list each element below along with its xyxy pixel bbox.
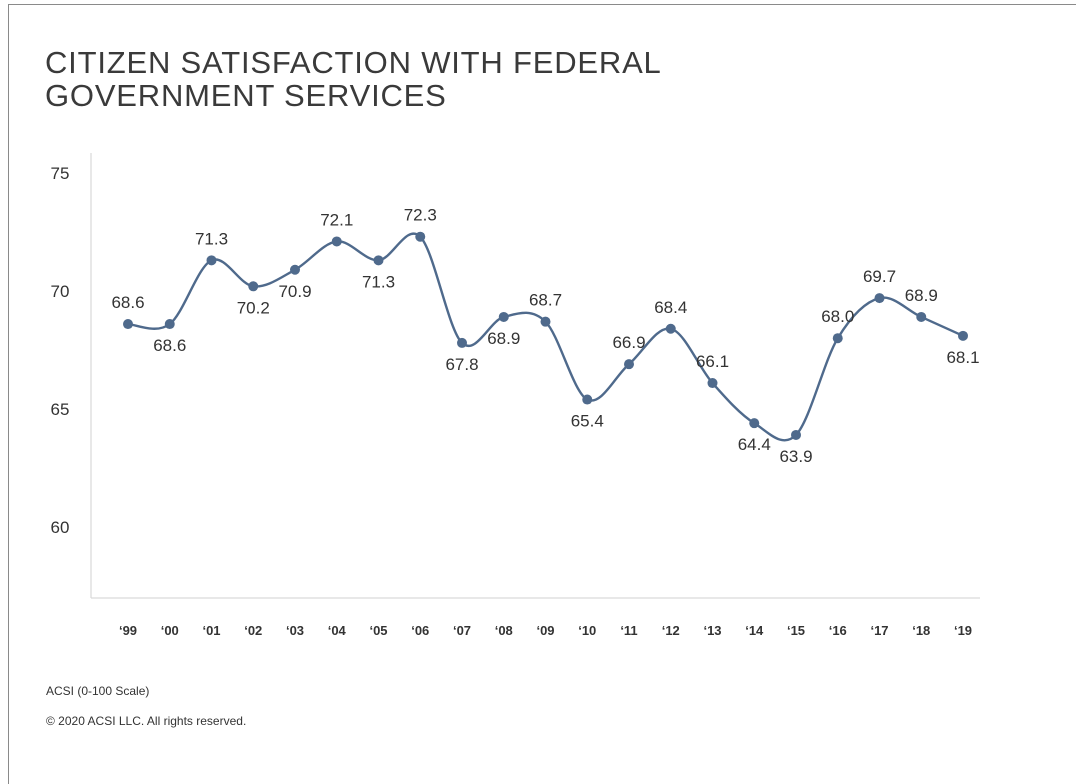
data-label: 66.1 — [696, 352, 729, 371]
data-point — [624, 359, 634, 370]
data-label: 71.3 — [362, 272, 395, 291]
x-tick-label: ‘11 — [620, 623, 637, 638]
copyright-note: © 2020 ACSI LLC. All rights reserved. — [46, 714, 247, 728]
x-tick-label: ‘18 — [912, 623, 930, 638]
x-tick-label: ‘19 — [954, 623, 972, 638]
data-label: 63.9 — [779, 447, 812, 466]
x-tick-label: ‘00 — [161, 623, 179, 638]
title-line-2: GOVERNMENT SERVICES — [45, 78, 447, 113]
data-point — [123, 319, 133, 330]
x-tick-label: ‘08 — [495, 623, 513, 638]
y-tick-label: 75 — [51, 164, 70, 183]
data-point — [791, 429, 801, 440]
data-point — [373, 255, 384, 266]
data-point — [498, 311, 509, 322]
data-label: 67.8 — [445, 355, 478, 374]
data-label: 65.4 — [571, 412, 604, 431]
x-tick-label: ‘02 — [244, 623, 262, 638]
data-label: 69.7 — [863, 267, 896, 286]
data-label: 68.9 — [487, 329, 520, 348]
data-point — [290, 264, 300, 275]
x-tick-label: ‘10 — [578, 623, 596, 638]
x-tick-label: ‘07 — [453, 623, 471, 638]
data-point — [749, 418, 760, 429]
data-point — [457, 337, 467, 348]
data-label: 70.2 — [237, 298, 270, 317]
x-tick-label: ‘06 — [411, 623, 429, 638]
data-point — [540, 316, 551, 327]
data-point — [958, 330, 968, 341]
chart-title: CITIZEN SATISFACTION WITH FEDERAL GOVERN… — [45, 46, 745, 112]
data-point — [707, 378, 718, 389]
data-label: 68.1 — [946, 348, 979, 367]
title-line-1: CITIZEN SATISFACTION WITH FEDERAL — [45, 45, 662, 80]
data-label: 68.9 — [905, 286, 938, 305]
data-label: 70.9 — [278, 282, 311, 301]
data-point — [331, 236, 342, 247]
x-tick-label: ‘16 — [829, 623, 847, 638]
x-tick-label: ‘03 — [286, 623, 304, 638]
chart-frame — [8, 4, 1076, 784]
x-tick-label: ‘15 — [787, 623, 805, 638]
data-point — [164, 319, 175, 330]
data-label: 68.6 — [153, 336, 186, 355]
data-point — [665, 323, 676, 334]
data-label: 64.4 — [738, 435, 771, 454]
y-tick-label: 60 — [51, 518, 70, 537]
y-tick-label: 65 — [51, 400, 70, 419]
data-label: 72.1 — [320, 210, 353, 229]
data-label: 68.7 — [529, 291, 562, 310]
data-point — [582, 394, 593, 405]
data-point — [415, 231, 426, 242]
x-tick-label: ‘14 — [745, 623, 764, 638]
x-tick-label: ‘04 — [328, 623, 347, 638]
data-point — [874, 293, 885, 304]
data-point — [916, 311, 927, 322]
x-tick-label: ‘12 — [662, 623, 680, 638]
data-point — [832, 333, 843, 344]
data-label: 71.3 — [195, 229, 228, 248]
data-label: 66.9 — [612, 333, 645, 352]
x-tick-label: ‘09 — [536, 623, 554, 638]
data-label: 68.6 — [111, 293, 144, 312]
x-tick-label: ‘01 — [202, 623, 220, 638]
x-tick-label: ‘99 — [119, 623, 137, 638]
data-point — [206, 255, 217, 266]
x-tick-label: ‘05 — [369, 623, 387, 638]
y-tick-label: 70 — [51, 282, 70, 301]
scale-note: ACSI (0-100 Scale) — [46, 684, 150, 698]
data-point — [248, 281, 259, 292]
data-label: 68.0 — [821, 307, 854, 326]
data-label: 72.3 — [404, 206, 437, 225]
x-tick-label: ‘13 — [703, 623, 721, 638]
data-label: 68.4 — [654, 298, 687, 317]
x-tick-label: ‘17 — [870, 623, 888, 638]
